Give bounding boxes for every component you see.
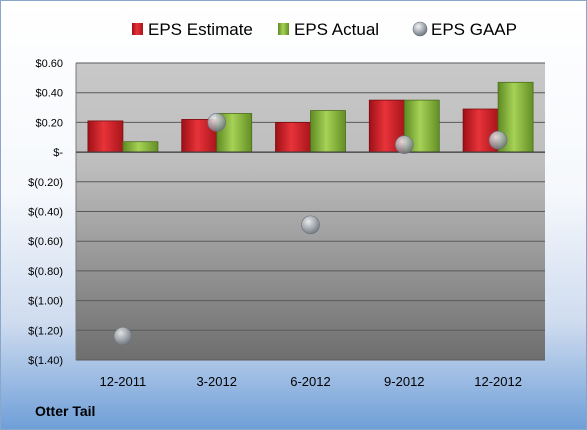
y-tick-label: $0.60 [35, 58, 63, 70]
eps-gaap-point [488, 130, 508, 150]
eps-gaap-point [207, 113, 226, 132]
eps-gaap-point [113, 326, 133, 346]
x-tick-label: 12-2011 [100, 374, 147, 389]
y-tick-label: $(0.60) [28, 236, 63, 248]
x-axis-tick-labels: 12-2011 3-2012 6-2012 9-2012 12-2012 [100, 374, 522, 389]
y-tick-label: $(0.40) [28, 207, 63, 219]
eps-estimate-bar [87, 120, 124, 153]
gaap-points [113, 113, 508, 346]
y-tick-label: $(0.20) [28, 177, 63, 189]
company-name: Otter Tail [35, 403, 96, 419]
legend-label: EPS Estimate [148, 20, 253, 39]
legend-marker-eps-actual [278, 23, 289, 35]
x-tick-label: 3-2012 [196, 374, 236, 389]
eps-gaap-point [301, 215, 320, 235]
y-tick-label: $0.40 [35, 88, 63, 100]
eps-actual-bar [310, 110, 346, 153]
y-axis-tick-labels: $0.60 $0.40 $0.20 $- $(0.20) $(0.40) $(0.60) $(… [28, 58, 63, 367]
x-tick-label: 12-2012 [474, 374, 522, 389]
eps-estimate-bar [275, 122, 311, 153]
eps-actual-bar [122, 141, 159, 153]
x-tick-label: 6-2012 [290, 374, 330, 389]
y-tick-label: $(1.20) [28, 325, 63, 337]
legend-marker-eps-estimate [132, 23, 143, 35]
bars [87, 81, 534, 153]
y-tick-label: $- [53, 147, 63, 159]
eps-gaap-point [394, 135, 414, 154]
x-tick-label: 9-2012 [384, 374, 424, 389]
y-tick-label: $(0.80) [28, 266, 63, 278]
legend-marker-eps-gaap [412, 21, 428, 37]
y-tick-label: $0.20 [35, 117, 63, 129]
y-tick-label: $(1.00) [28, 296, 63, 308]
legend: EPS Estimate EPS Actual EPS GAAP [132, 20, 517, 39]
legend-label: EPS GAAP [431, 20, 517, 39]
y-tick-label: $(1.40) [28, 355, 63, 367]
legend-label: EPS Actual [294, 20, 379, 39]
